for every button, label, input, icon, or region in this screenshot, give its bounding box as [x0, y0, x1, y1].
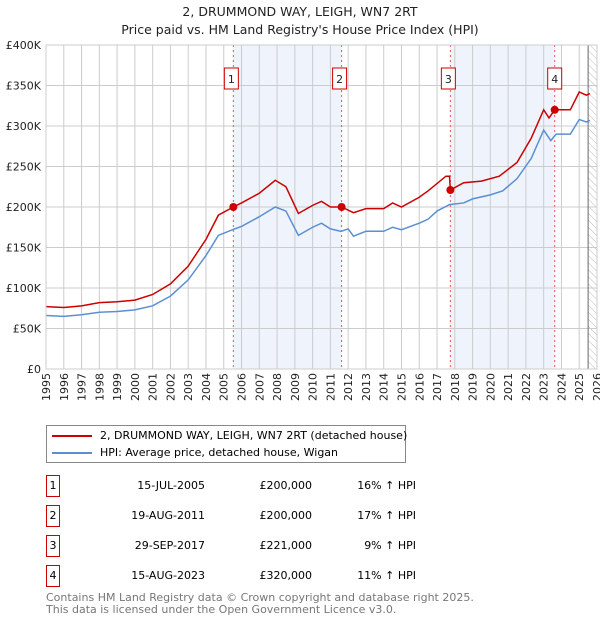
x-tick-label: 2022: [520, 373, 533, 401]
legend-item-property: 2, DRUMMOND WAY, LEIGH, WN7 2RT (detache…: [52, 429, 407, 442]
x-tick-label: 1997: [76, 373, 89, 401]
sale-row: 3 29-SEP-2017 £221,000 9% ↑ HPI: [46, 535, 466, 557]
sale-price: £200,000: [259, 509, 313, 522]
sale-label-box: [440, 67, 456, 90]
sale-row: 4 15-AUG-2023 £320,000 11% ↑ HPI: [46, 565, 466, 587]
x-tick-label: 1998: [93, 373, 106, 401]
footer-line: This data is licensed under the Open Gov…: [46, 602, 397, 616]
x-tick-label: 2000: [129, 373, 142, 401]
sale-label-box: [223, 67, 239, 90]
sale-label: 3: [445, 73, 452, 86]
sale-price: £200,000: [259, 479, 313, 492]
sale-point: [337, 203, 346, 211]
x-tick-label: 2016: [413, 373, 426, 401]
legend-label: 2, DRUMMOND WAY, LEIGH, WN7 2RT (detache…: [100, 429, 408, 442]
y-tick-label: £400K: [6, 39, 42, 52]
sale-point: [550, 105, 559, 114]
x-tick-label: 2005: [218, 373, 231, 401]
sale-point: [229, 203, 238, 211]
x-tick-label: 1995: [40, 373, 53, 401]
x-tick-label: 2008: [271, 373, 284, 401]
x-tick-label: 2019: [467, 373, 480, 401]
sale-date: 15-JUL-2005: [137, 479, 205, 492]
sale-number-badge: 2: [46, 505, 60, 527]
footer-line: Contains HM Land Registry data © Crown c…: [46, 591, 474, 604]
y-tick-label: £350K: [6, 80, 42, 93]
sale-label: 1: [228, 73, 235, 86]
x-tick-label: 2013: [360, 373, 373, 401]
sale-hpi-diff: 16% ↑ HPI: [357, 479, 416, 492]
x-tick-label: 2001: [147, 373, 160, 401]
y-tick-label: £150K: [6, 242, 42, 255]
sale-number-badge: 3: [46, 535, 60, 557]
plot-border: [45, 44, 598, 370]
x-tick-label: 2023: [538, 373, 551, 401]
chart-title: 2, DRUMMOND WAY, LEIGH, WN7 2RT: [182, 4, 418, 19]
y-tick-label: £100K: [6, 282, 42, 295]
sale-label: 4: [551, 73, 558, 86]
sale-row: 1 15-JUL-2005 £200,000 16% ↑ HPI: [46, 475, 466, 497]
x-tick-label: 2010: [307, 373, 320, 401]
x-tick-label: 2004: [200, 373, 213, 401]
y-tick-label: £250K: [6, 161, 42, 174]
sale-price: £320,000: [259, 569, 313, 582]
x-tick-label: 2006: [236, 373, 249, 401]
sale-date: 29-SEP-2017: [134, 539, 205, 552]
sale-hpi-diff: 17% ↑ HPI: [357, 509, 416, 522]
x-tick-label: 1996: [58, 373, 71, 401]
blue-line-swatch: [52, 451, 92, 454]
sale-hpi-diff: 11% ↑ HPI: [357, 569, 416, 582]
x-tick-label: 2003: [182, 373, 195, 401]
sale-date: 15-AUG-2023: [131, 569, 205, 582]
legend: 2, DRUMMOND WAY, LEIGH, WN7 2RT (detache…: [46, 425, 407, 463]
x-tick-label: 2007: [253, 373, 266, 401]
sale-price: £221,000: [259, 539, 313, 552]
x-tick-label: 2025: [573, 373, 586, 401]
sale-date: 19-AUG-2011: [131, 509, 205, 522]
sale-row: 2 19-AUG-2011 £200,000 17% ↑ HPI: [46, 505, 466, 527]
x-tick-label: 2017: [431, 373, 444, 401]
price-chart: 1995 1996 1997 1998 1999 2000 2001 2002 2003 2004…: [6, 39, 600, 401]
series-line-property: [45, 90, 591, 309]
x-tick-label: 2024: [555, 373, 568, 401]
y-tick-label: £300K: [6, 120, 42, 133]
y-tick-label: £200K: [6, 201, 42, 214]
chart-subtitle: Price paid vs. HM Land Registry's House …: [121, 22, 479, 37]
sale-label-box: [332, 67, 348, 90]
sale-hpi-diff: 9% ↑ HPI: [364, 539, 416, 552]
x-tick-label: 2020: [484, 373, 497, 401]
series-line-hpi: [45, 118, 591, 318]
sale-label-box: [547, 67, 563, 90]
sale-number-badge: 4: [46, 565, 60, 587]
footer: Contains HM Land Registry data © Crown c…: [46, 592, 474, 615]
x-tick-label: 2012: [342, 373, 355, 401]
x-tick-label: 2018: [449, 373, 462, 401]
x-tick-label: 2011: [324, 373, 337, 401]
y-tick-label: £50K: [13, 323, 42, 336]
x-tick-label: 2026: [591, 373, 600, 401]
legend-item-hpi: HPI: Average price, detached house, Wiga…: [52, 446, 338, 459]
x-tick-label: 1999: [111, 373, 124, 401]
x-tick-label: 2002: [164, 373, 177, 401]
sale-number-badge: 1: [46, 475, 60, 497]
legend-label: HPI: Average price, detached house, Wiga…: [100, 446, 339, 459]
x-tick-label: 2021: [502, 373, 515, 401]
y-tick-label: £0: [27, 363, 41, 376]
x-tick-label: 2009: [289, 373, 302, 401]
x-tick-label: 2015: [395, 373, 408, 401]
sale-label: 2: [336, 73, 343, 86]
x-tick-label: 2014: [378, 373, 391, 401]
sale-point: [446, 185, 455, 194]
red-line-swatch: [52, 434, 92, 437]
